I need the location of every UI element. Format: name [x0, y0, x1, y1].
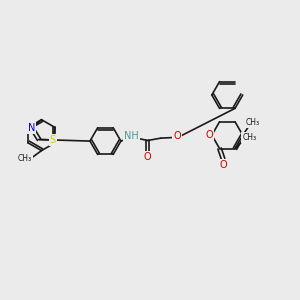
Text: O: O — [144, 153, 151, 162]
Text: NH: NH — [124, 131, 139, 141]
Text: S: S — [50, 135, 56, 144]
Text: O: O — [206, 130, 213, 140]
Text: O: O — [173, 132, 181, 141]
Text: CH₃: CH₃ — [245, 118, 259, 127]
Text: CH₃: CH₃ — [242, 133, 256, 142]
Text: O: O — [144, 152, 152, 162]
Text: O: O — [205, 130, 213, 140]
Text: N: N — [28, 123, 35, 132]
Text: O: O — [220, 160, 227, 170]
Text: N: N — [28, 123, 35, 133]
Text: S: S — [50, 135, 56, 145]
Text: NH: NH — [124, 132, 138, 141]
Text: CH₃: CH₃ — [18, 154, 32, 164]
Text: O: O — [220, 160, 227, 169]
Text: O: O — [173, 131, 181, 141]
